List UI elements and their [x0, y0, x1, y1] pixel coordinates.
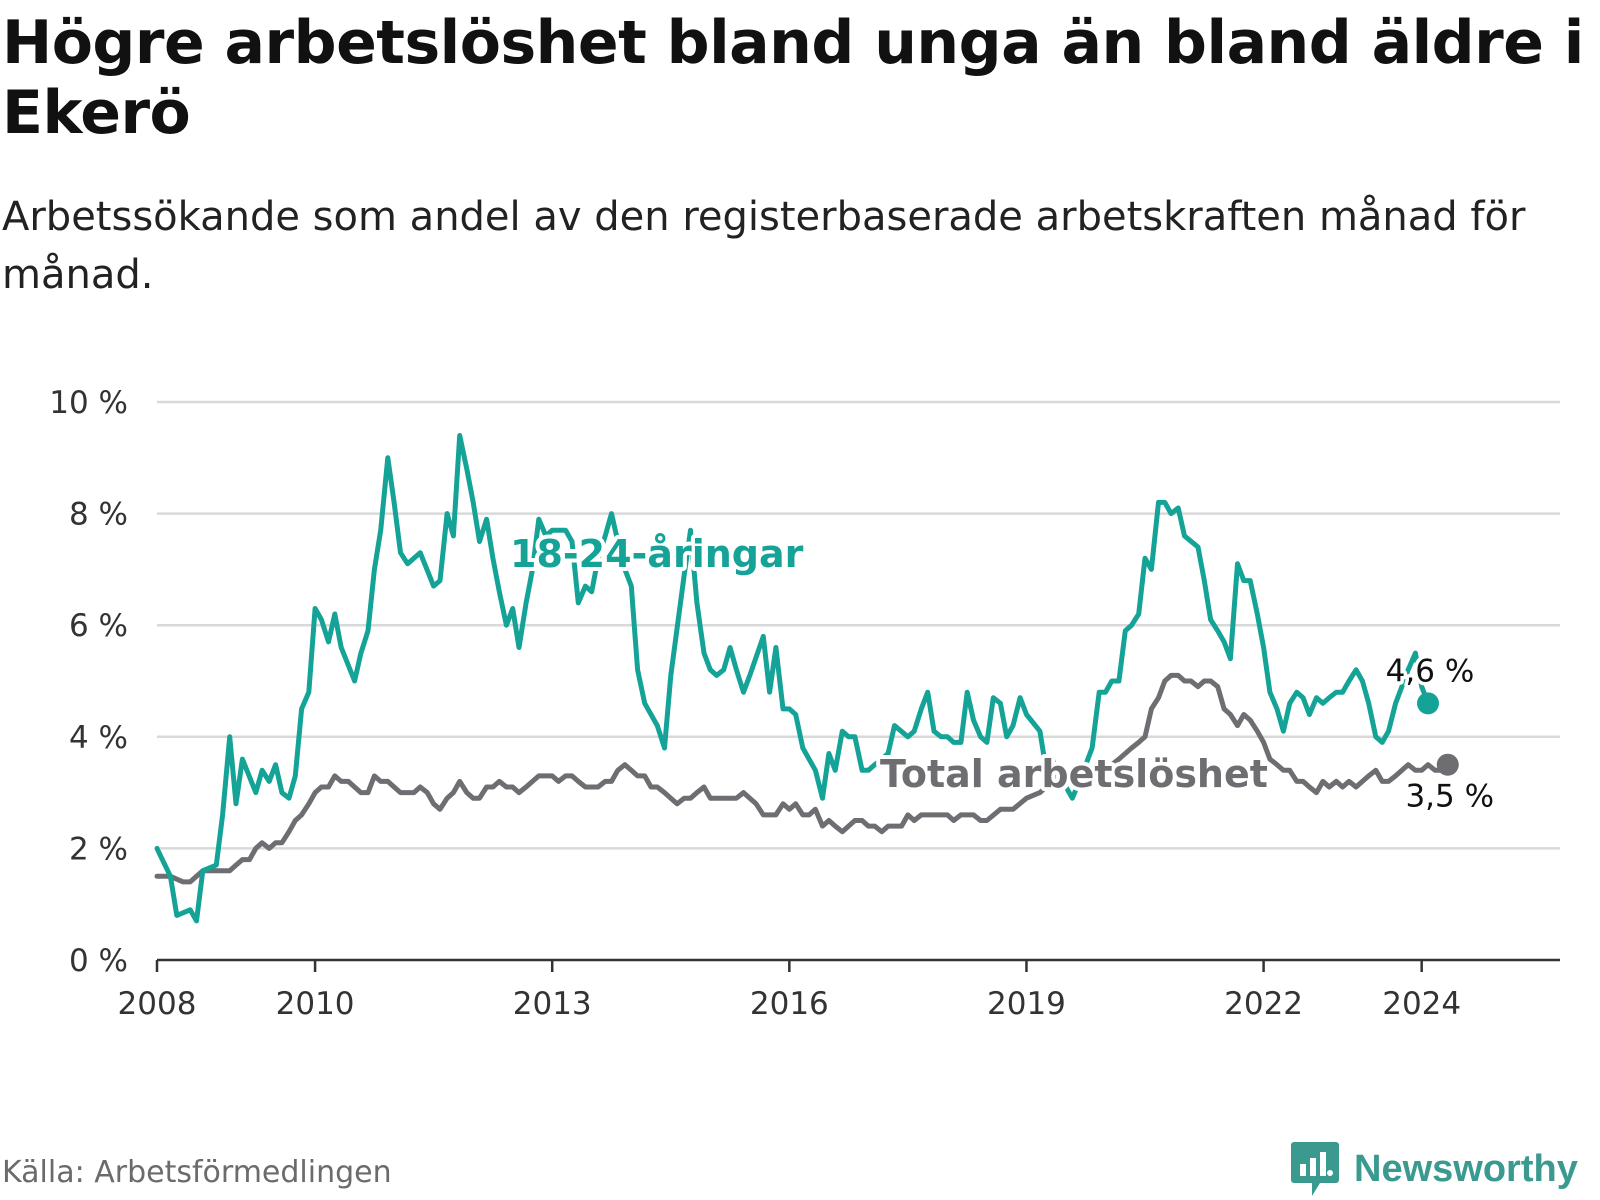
x-tick-label: 2008: [118, 986, 197, 1020]
end-point-youth: [1416, 692, 1439, 715]
x-tick-label: 2022: [1224, 986, 1303, 1020]
x-tick-label: 2024: [1382, 986, 1461, 1020]
end-point-total: [1436, 753, 1459, 776]
source-credit: Källa: Arbetsförmedlingen: [2, 1155, 392, 1190]
y-tick-label: 8 %: [69, 497, 128, 533]
y-tick-label: 10 %: [49, 385, 128, 421]
y-tick-label: 6 %: [69, 608, 128, 644]
y-tick-label: 0 %: [69, 943, 128, 979]
brand-logo: Newsworthy: [1290, 1140, 1578, 1198]
newsworthy-logo-icon: [1291, 1142, 1339, 1196]
end-value-label-total: 3,5 %: [1405, 779, 1494, 815]
y-tick-label: 4 %: [69, 720, 128, 756]
series-labels: Total arbetslöshet 3,5 % 18-24-åringar 4,6 …: [506, 528, 1498, 818]
chart-title: Högre arbetslöshet bland unga än bland ä…: [2, 8, 1584, 148]
y-tick-label: 2 %: [69, 831, 128, 867]
grid-lines: [157, 400, 1560, 850]
y-axis-ticks: 0 % 2 % 4 % 6 % 8 % 10 %: [49, 385, 128, 979]
series-label-youth: 18-24-åringar: [510, 532, 804, 576]
series-lines: [154, 433, 1459, 924]
series-label-total: Total arbetslöshet: [880, 752, 1268, 796]
end-value-label-youth: 4,6 %: [1386, 653, 1475, 689]
x-tick-label: 2010: [276, 986, 355, 1020]
x-tick-label: 2013: [513, 986, 592, 1020]
line-chart: 0 % 2 % 4 % 6 % 8 % 10 % 2008 2010 2013 2016 2019…: [49, 385, 1560, 1020]
x-tick-label: 2016: [750, 986, 829, 1020]
x-tick-label: 2019: [987, 986, 1066, 1020]
series-line-total: [154, 672, 1451, 885]
x-axis-ticks: 2008 2010 2013 2016 2019 2022 2024: [118, 960, 1461, 1020]
series-line-youth: [154, 433, 1431, 924]
chart-subtitle: Arbetssökande som andel av den registerb…: [2, 194, 1526, 298]
brand-name: Newsworthy: [1354, 1147, 1578, 1190]
